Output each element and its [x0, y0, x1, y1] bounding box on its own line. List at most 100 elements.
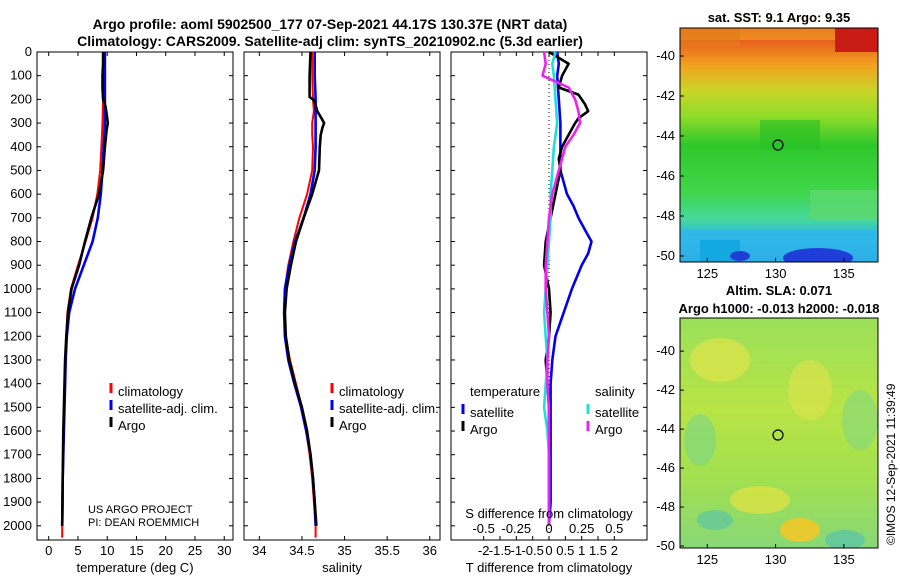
panel-salinity: 34 34.5 35 35.5 36 salinity climatology satelli…: [243, 51, 441, 575]
map-x-tick-label: 135: [833, 552, 855, 567]
x-tick-label: -1: [511, 543, 523, 558]
legend-label: Argo: [339, 418, 366, 433]
depth-tick-label: 2000: [3, 518, 32, 533]
legend-label: climatology: [118, 384, 184, 399]
series-line-temperature-satellite: [547, 51, 593, 526]
x-tick-label: 5: [74, 543, 81, 558]
x-top-tick-label: -0.5: [472, 521, 494, 536]
depth-tick-label: 100: [10, 68, 32, 83]
x-tick-label: 0: [45, 543, 52, 558]
map-y-tick-label: -40: [656, 343, 675, 358]
panel-temperature-frame: [36, 51, 234, 541]
x-top-tick-label: -0.25: [502, 521, 532, 536]
depth-tick-label: 1900: [3, 494, 32, 509]
sst-argo-marker: [772, 139, 784, 151]
sst-map-title: sat. SST: 9.1 Argo: 9.35: [708, 10, 851, 25]
x-tick-label: 2: [611, 543, 618, 558]
x-tick-label: -0.5: [521, 543, 543, 558]
depth-tick-label: 1100: [4, 305, 32, 320]
map-x-tick-label: 125: [696, 266, 718, 281]
map-y-tick-label: -46: [656, 168, 675, 183]
depth-tick-label: 1200: [3, 328, 32, 343]
depth-tick-label: 0: [25, 44, 32, 59]
sla-map-title-line2: Argo h1000: -0.013 h2000: -0.018: [679, 301, 880, 316]
depth-tick-label: 1400: [3, 376, 32, 391]
x-axis-label-top: S difference from climatology: [465, 506, 633, 521]
depth-tick-label: 800: [10, 234, 32, 249]
map-y-tick-label: -42: [656, 88, 675, 103]
panel-difference: -2 -1.5 -1 -0.5 0 0.5 1 1.5 2T difference from c…: [450, 50, 648, 575]
figure-title-line2: Climatology: CARS2009. Satellite-adj cli…: [77, 33, 583, 49]
map-x-tick-label: 130: [765, 552, 787, 567]
depth-tick-label: 1300: [3, 352, 32, 367]
series-line-argo: [283, 51, 326, 526]
x-tick-label: 34: [252, 543, 266, 558]
sla-argo-marker: [772, 429, 784, 441]
map-x-tick-label: 135: [833, 266, 855, 281]
x-tick-label: 20: [158, 543, 172, 558]
depth-tick-label: 1500: [3, 399, 32, 414]
series-line-salinity-argo: [541, 51, 582, 526]
map-y-tick-label: -44: [656, 128, 675, 143]
map-y-tick-label: -42: [656, 382, 675, 397]
x-tick-label: 1.5: [589, 543, 607, 558]
x-tick-label: -2: [478, 543, 490, 558]
map-x-tick-label: 130: [765, 266, 787, 281]
x-tick-label: 0: [545, 543, 552, 558]
x-axis-label: temperature (deg C): [76, 560, 193, 575]
depth-tick-label: 400: [10, 139, 32, 154]
x-tick-label: 0.5: [556, 543, 574, 558]
x-top-tick-label: 0.25: [569, 521, 594, 536]
sla-map: Altim. SLA: 0.071 Argo h1000: -0.013 h20…: [656, 283, 879, 567]
legend-label: satellite-adj. clim.: [118, 401, 218, 416]
series-line-argo: [60, 52, 110, 526]
x-tick-label: 35.5: [375, 543, 400, 558]
depth-tick-label: 500: [10, 162, 32, 177]
x-tick-label: -1.5: [489, 543, 511, 558]
legend-label: climatology: [339, 384, 405, 399]
copyright-text: ©IMOS 12-Sep-2021 11:39:49: [884, 383, 898, 545]
legend-label: Argo: [470, 422, 497, 437]
depth-tick-label: 1600: [3, 423, 32, 438]
x-axis-label: T difference from climatology: [466, 560, 633, 575]
depth-tick-label: 900: [10, 257, 32, 272]
legend-label: satellite: [470, 405, 514, 420]
x-top-tick-label: 0: [545, 521, 552, 536]
depth-tick-label: 700: [10, 210, 32, 225]
legend-title-temperature: temperature: [470, 384, 540, 399]
project-annotation: US ARGO PROJECT: [88, 504, 193, 516]
legend-title-salinity: salinity: [595, 384, 635, 399]
x-tick-label: 36: [423, 543, 437, 558]
x-tick-label: 30: [217, 543, 231, 558]
x-tick-label: 15: [129, 543, 143, 558]
map-y-tick-label: -50: [656, 248, 675, 263]
sst-map: sat. SST: 9.1 Argo: 9.35 125 130 135 -40 -42…: [656, 10, 879, 281]
map-y-tick-label: -40: [656, 48, 675, 63]
map-x-tick-label: 125: [696, 552, 718, 567]
figure-title-line1: Argo profile: aoml 5902500_177 07-Sep-20…: [92, 16, 568, 32]
map-y-tick-label: -44: [656, 421, 675, 436]
legend-label: Argo: [118, 418, 145, 433]
map-y-tick-label: -46: [656, 460, 675, 475]
sla-map-title-line1: Altim. SLA: 0.071: [726, 283, 832, 298]
x-tick-label: 35: [337, 543, 351, 558]
x-tick-label: 25: [188, 543, 202, 558]
x-axis-label: salinity: [322, 560, 362, 575]
depth-tick-label: 600: [10, 186, 32, 201]
panel-salinity-frame: [243, 51, 441, 541]
legend-label: satellite: [595, 405, 639, 420]
depth-tick-label: 1800: [3, 470, 32, 485]
map-y-tick-label: -48: [656, 499, 675, 514]
map-y-tick-label: -48: [656, 208, 675, 223]
pi-annotation: PI: DEAN ROEMMICH: [88, 517, 199, 529]
copyright-stamp: ©IMOS 12-Sep-2021 11:39:49: [884, 383, 898, 545]
depth-tick-label: 300: [10, 115, 32, 130]
depth-tick-label: 200: [10, 91, 32, 106]
x-tick-label: 1: [578, 543, 585, 558]
x-tick-label: 34.5: [289, 543, 314, 558]
x-tick-label: 10: [100, 543, 114, 558]
legend-label: Argo: [595, 422, 622, 437]
x-top-tick-label: 0.5: [605, 521, 623, 536]
depth-tick-label: 1700: [3, 447, 32, 462]
depth-tick-label: 1000: [3, 281, 32, 296]
